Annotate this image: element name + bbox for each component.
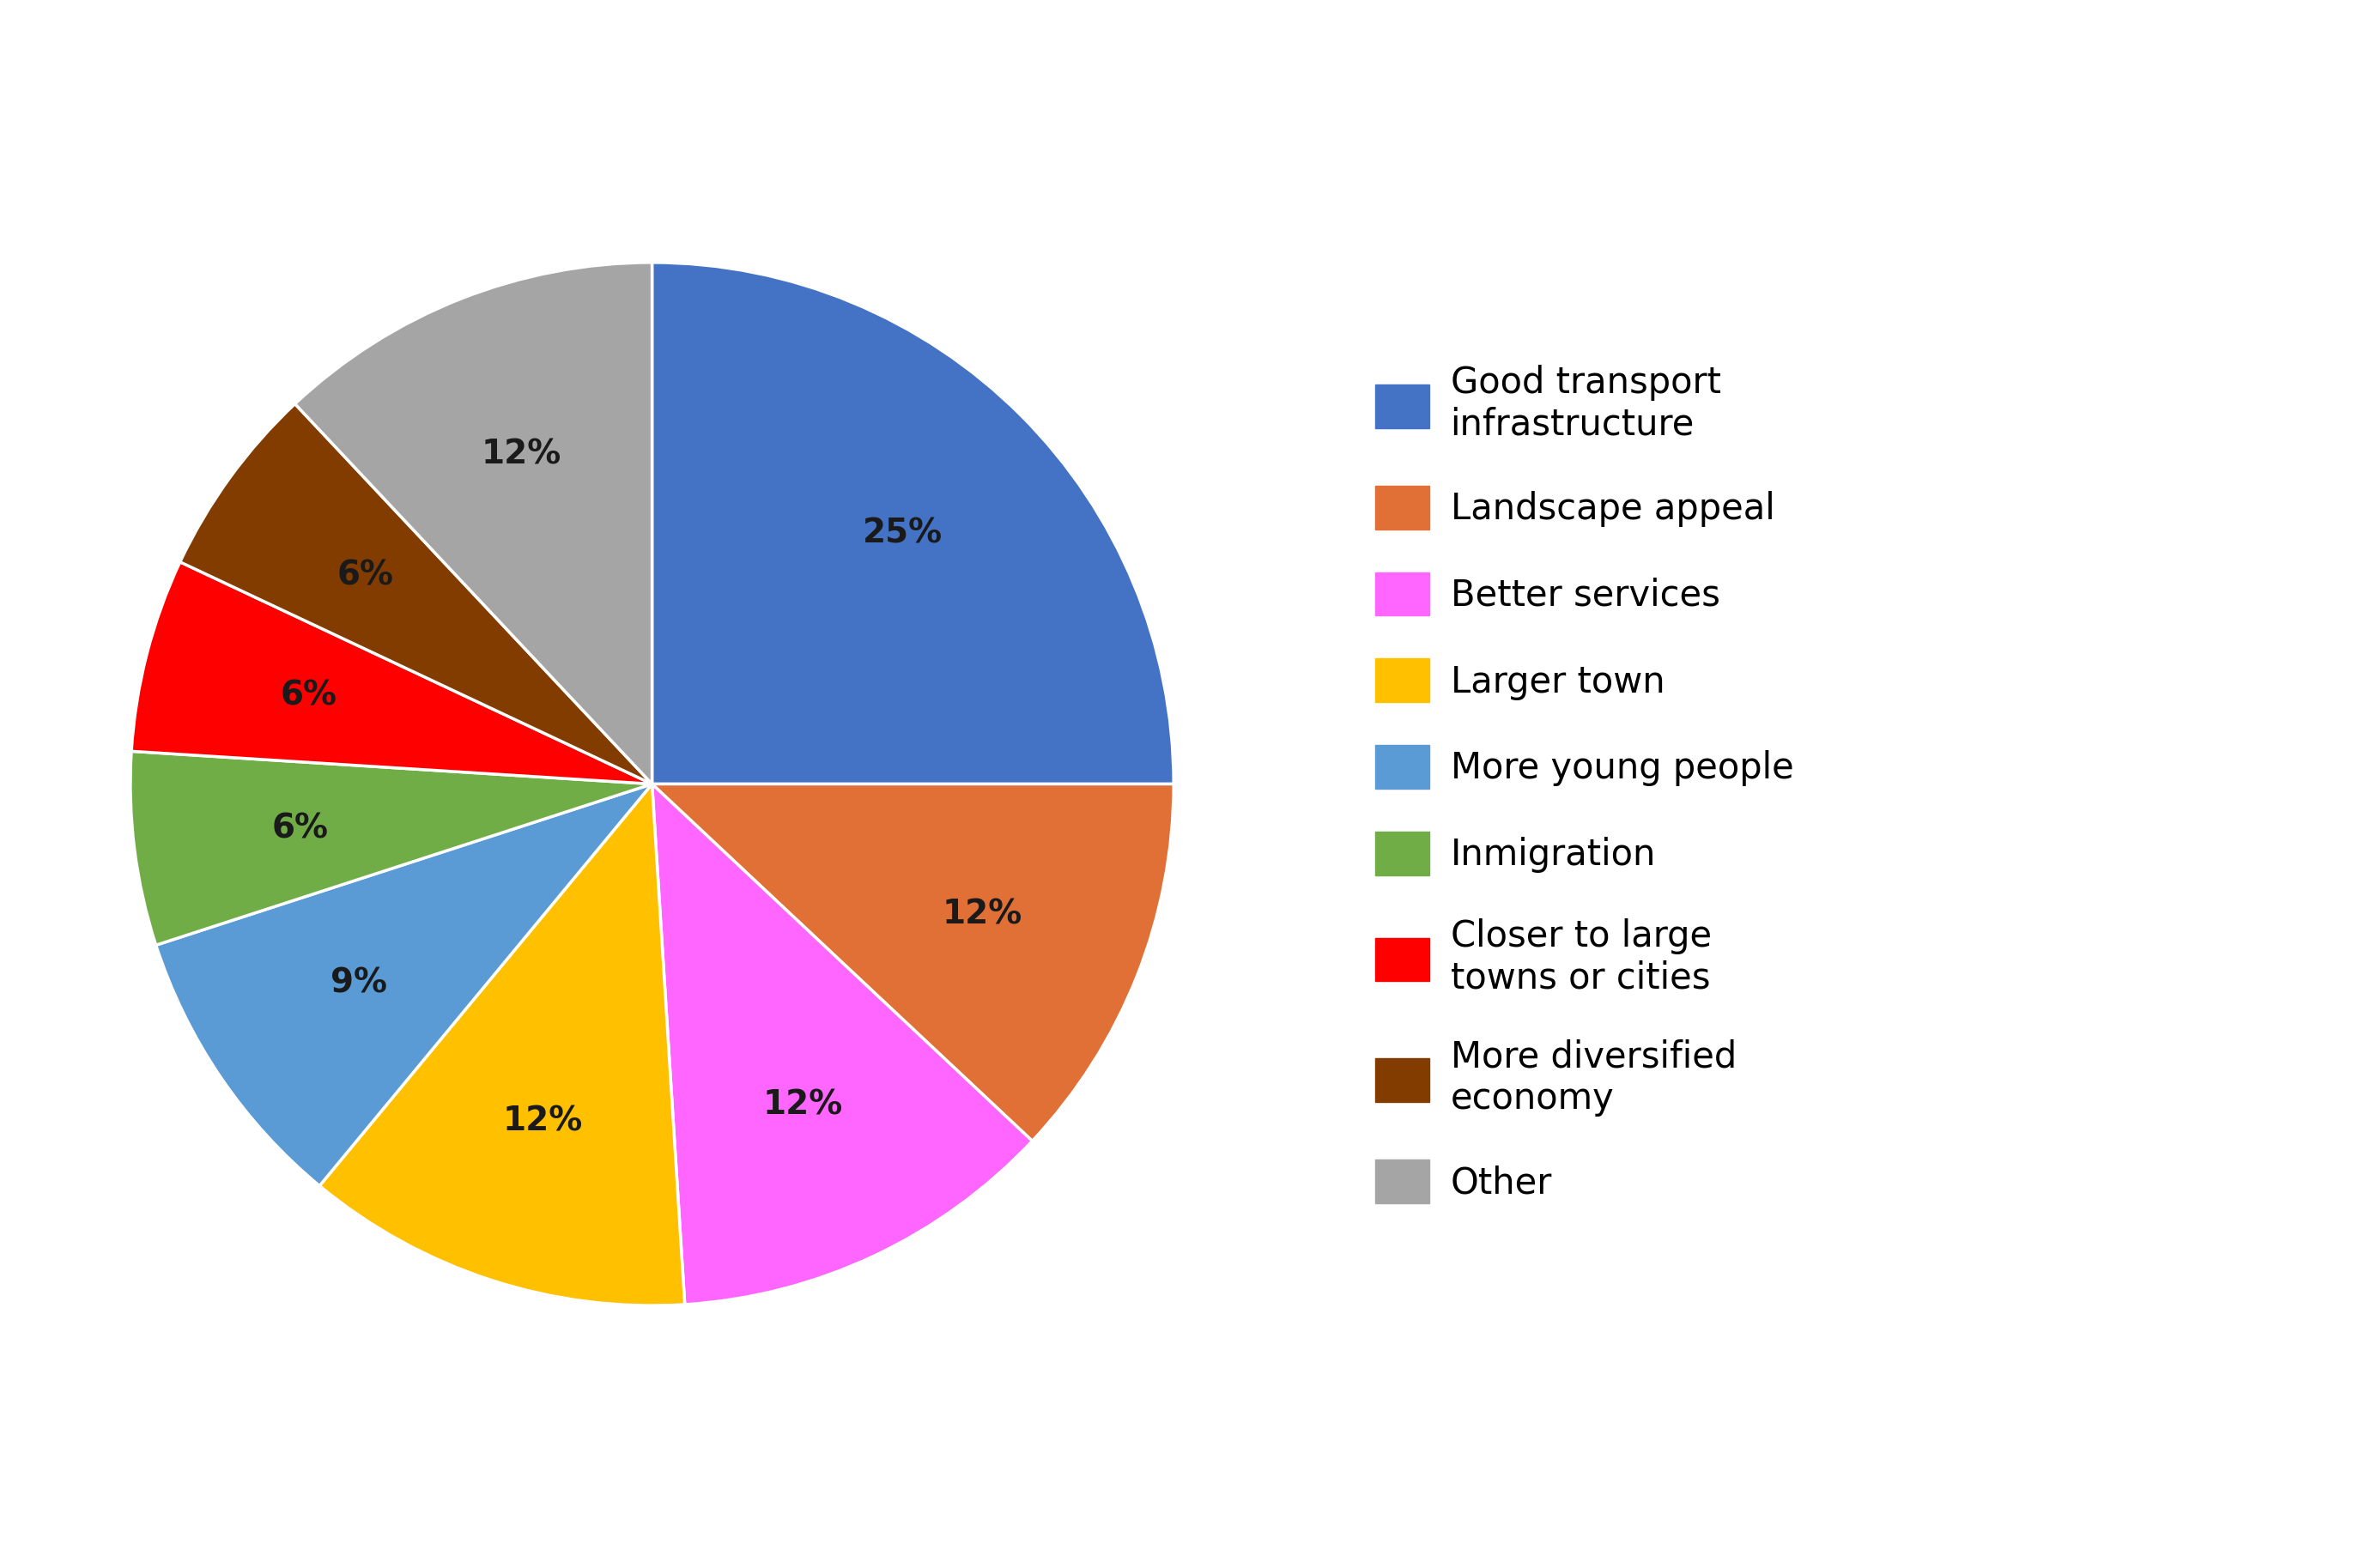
Text: 12%: 12% <box>941 898 1022 931</box>
Wedge shape <box>652 784 1174 1142</box>
Text: 6%: 6% <box>280 679 337 712</box>
Wedge shape <box>652 262 1174 784</box>
Wedge shape <box>130 561 652 784</box>
Wedge shape <box>156 784 652 1185</box>
Text: 6%: 6% <box>273 812 330 845</box>
Text: 9%: 9% <box>330 967 386 1000</box>
Wedge shape <box>320 784 685 1306</box>
Text: 12%: 12% <box>763 1088 844 1121</box>
Text: 6%: 6% <box>337 560 394 591</box>
Text: 12%: 12% <box>481 437 562 470</box>
Wedge shape <box>180 405 652 784</box>
Text: 25%: 25% <box>863 517 944 549</box>
Text: 12%: 12% <box>503 1105 583 1137</box>
Wedge shape <box>130 751 652 946</box>
Wedge shape <box>294 262 652 784</box>
Legend: Good transport
infrastructure, Landscape appeal, Better services, Larger town, M: Good transport infrastructure, Landscape… <box>1375 365 1792 1203</box>
Wedge shape <box>652 784 1031 1305</box>
